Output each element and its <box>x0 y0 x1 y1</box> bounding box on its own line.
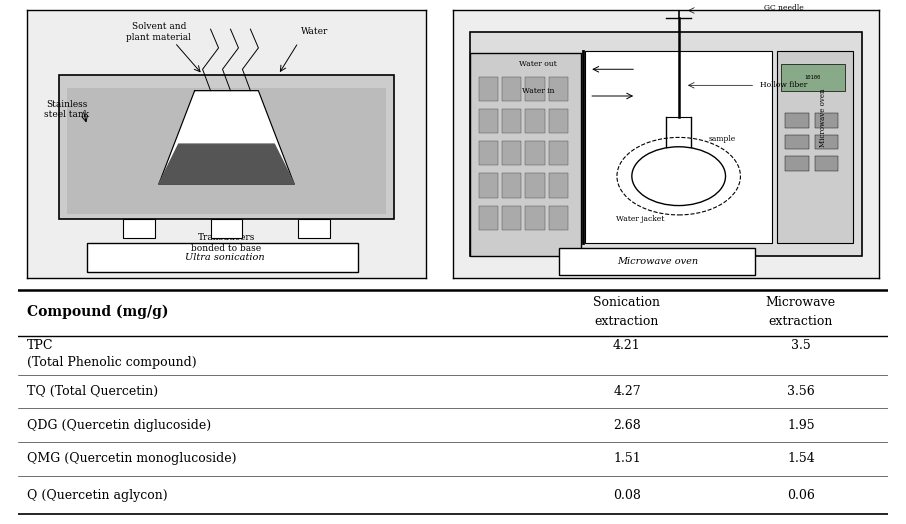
Text: Water: Water <box>301 27 328 36</box>
Bar <box>525 205 545 230</box>
Polygon shape <box>159 91 294 184</box>
Bar <box>478 110 497 134</box>
Text: Hollow fiber: Hollow fiber <box>759 81 807 89</box>
Text: Water in: Water in <box>522 86 554 95</box>
Text: Q (Quercetin aglycon): Q (Quercetin aglycon) <box>27 488 168 501</box>
Bar <box>549 173 568 198</box>
Text: Water jacket: Water jacket <box>616 215 664 223</box>
Text: QDG (Quercetin diglucoside): QDG (Quercetin diglucoside) <box>27 419 211 432</box>
Text: 3.5: 3.5 <box>791 339 811 352</box>
Bar <box>502 141 521 166</box>
FancyBboxPatch shape <box>559 248 756 275</box>
Text: 2.68: 2.68 <box>613 419 641 432</box>
Text: Microwave oven: Microwave oven <box>617 257 698 266</box>
Text: 4.21: 4.21 <box>613 339 641 352</box>
Text: TPC: TPC <box>27 339 53 352</box>
Bar <box>502 205 521 230</box>
Text: GC needle: GC needle <box>764 4 804 12</box>
Bar <box>549 205 568 230</box>
Text: 3.56: 3.56 <box>787 385 814 398</box>
Text: 1.95: 1.95 <box>787 419 814 432</box>
Bar <box>815 113 838 128</box>
Text: Transducers
bonded to base: Transducers bonded to base <box>191 233 262 253</box>
Bar <box>502 173 521 198</box>
Text: 1.54: 1.54 <box>787 452 814 465</box>
Bar <box>786 135 808 149</box>
Bar <box>123 219 155 238</box>
FancyBboxPatch shape <box>470 32 862 256</box>
Text: 4.27: 4.27 <box>613 385 641 398</box>
Bar <box>525 110 545 134</box>
Text: Microwave oven: Microwave oven <box>819 88 827 147</box>
Text: Water out: Water out <box>519 60 557 68</box>
Bar <box>815 156 838 171</box>
Bar <box>786 113 808 128</box>
Text: Stainless
steel tank: Stainless steel tank <box>44 100 90 119</box>
Text: TQ (Total Quercetin): TQ (Total Quercetin) <box>27 385 158 398</box>
FancyBboxPatch shape <box>781 64 844 91</box>
Text: extraction: extraction <box>768 315 834 328</box>
Bar <box>478 141 497 166</box>
Bar <box>549 110 568 134</box>
Text: QMG (Quercetin monoglucoside): QMG (Quercetin monoglucoside) <box>27 452 236 465</box>
Text: 1.51: 1.51 <box>613 452 641 465</box>
FancyBboxPatch shape <box>776 51 853 243</box>
FancyBboxPatch shape <box>470 53 581 256</box>
Bar <box>502 78 521 101</box>
Text: Sonication: Sonication <box>593 296 660 309</box>
Bar <box>525 141 545 166</box>
Text: 0.06: 0.06 <box>787 488 814 501</box>
Bar <box>502 110 521 134</box>
Bar <box>815 135 838 149</box>
Text: (Total Phenolic compound): (Total Phenolic compound) <box>27 356 197 369</box>
Bar <box>549 141 568 166</box>
Bar <box>549 78 568 101</box>
FancyBboxPatch shape <box>59 74 394 219</box>
Bar <box>478 78 497 101</box>
Text: 0.08: 0.08 <box>613 488 641 501</box>
Polygon shape <box>159 144 294 184</box>
Bar <box>525 173 545 198</box>
Bar <box>525 78 545 101</box>
Bar <box>210 219 243 238</box>
Text: Solvent and
plant material: Solvent and plant material <box>126 22 191 41</box>
Circle shape <box>631 147 726 205</box>
Text: Microwave: Microwave <box>766 296 836 309</box>
FancyBboxPatch shape <box>67 88 386 214</box>
Text: extraction: extraction <box>594 315 660 328</box>
Text: Compound (mg/g): Compound (mg/g) <box>27 304 169 319</box>
Bar <box>298 219 330 238</box>
FancyBboxPatch shape <box>87 243 358 272</box>
Text: Ultra sonication: Ultra sonication <box>185 253 265 262</box>
Text: sample: sample <box>708 135 736 143</box>
Bar <box>786 156 808 171</box>
FancyBboxPatch shape <box>585 51 772 243</box>
Text: 10100: 10100 <box>805 75 821 80</box>
Bar <box>478 173 497 198</box>
Bar <box>478 205 497 230</box>
